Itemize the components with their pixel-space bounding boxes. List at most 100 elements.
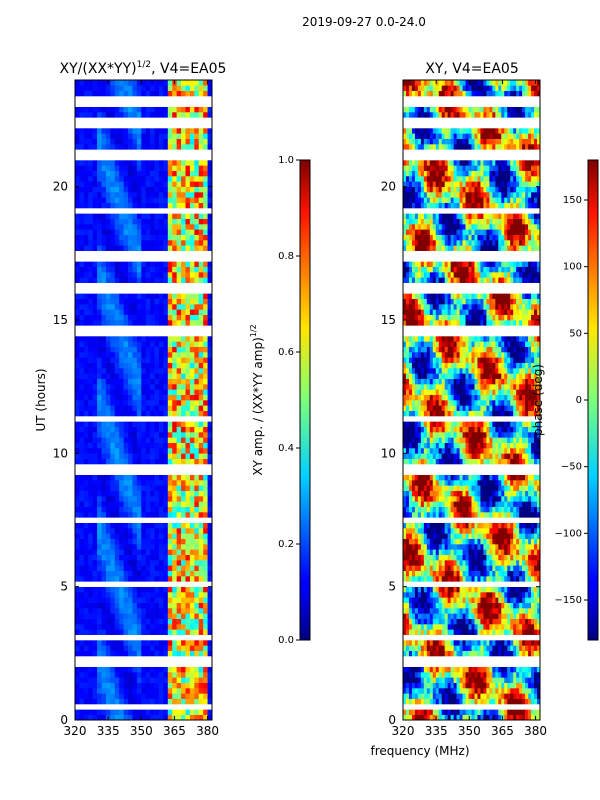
amplitude-cell <box>154 608 160 614</box>
amplitude-cell <box>189 640 195 646</box>
amplitude-cell <box>114 586 120 593</box>
amplitude-cell <box>189 480 195 486</box>
phase-cell <box>408 608 413 614</box>
phase-cell <box>429 576 434 582</box>
phase-cell <box>447 496 451 502</box>
amplitude-cell <box>163 688 169 694</box>
amplitude-cell <box>123 554 129 561</box>
amplitude-cell <box>79 357 85 363</box>
amplitude-cell <box>203 666 208 673</box>
amplitude-cell <box>105 437 111 443</box>
amplitude-cell <box>119 128 124 134</box>
amplitude-cell <box>92 304 98 310</box>
amplitude-cell <box>181 384 186 390</box>
amplitude-cell <box>167 618 173 625</box>
amplitude-cell <box>154 613 160 619</box>
amplitude-cell <box>176 240 182 246</box>
phase-cell <box>537 624 540 630</box>
phase-cell <box>459 544 463 550</box>
amplitude-cell <box>101 112 107 118</box>
amplitude-cell <box>132 490 138 497</box>
amplitude-cell <box>189 341 195 347</box>
amplitude-gap-row <box>75 416 212 422</box>
phase-cell <box>480 458 484 465</box>
phase-cell <box>405 576 410 582</box>
amplitude-cell <box>203 640 208 646</box>
amplitude-cell <box>114 677 120 683</box>
amplitude-cell <box>92 426 98 433</box>
amplitude-cell <box>167 138 173 145</box>
phase-cell <box>480 533 484 539</box>
phase-cell <box>405 688 410 694</box>
amplitude-cell <box>145 202 151 209</box>
amplitude-cell <box>207 602 212 609</box>
amplitude-cell <box>105 426 111 433</box>
amplitude-cell <box>176 277 182 283</box>
phase-cell <box>525 709 529 715</box>
amplitude-cell <box>189 528 195 534</box>
phase-cell <box>519 544 523 550</box>
amplitude-cell <box>92 442 98 449</box>
amplitude-cell <box>88 181 93 187</box>
phase-cell <box>471 586 475 593</box>
amplitude-cell <box>136 522 142 529</box>
amplitude-cell <box>203 277 208 283</box>
amplitude-cell <box>167 421 173 427</box>
amplitude-cell <box>150 698 155 705</box>
amplitude-cell <box>141 245 147 251</box>
phase-cell <box>480 544 484 550</box>
amplitude-cell <box>88 165 93 171</box>
phase-cell <box>528 693 532 699</box>
amplitude-cell <box>83 608 89 614</box>
phase-cell <box>405 597 410 603</box>
phase-cell <box>441 549 445 555</box>
phase-cell <box>537 677 540 683</box>
phase-cell <box>501 522 505 529</box>
phase-cell <box>450 565 454 571</box>
amplitude-cell <box>110 533 116 539</box>
amplitude-cell <box>79 192 85 198</box>
phase-cell <box>456 496 460 502</box>
phase-cell <box>441 533 445 539</box>
amplitude-cell <box>83 485 89 491</box>
amplitude-cell <box>132 202 138 209</box>
amplitude-cell <box>105 677 111 683</box>
phase-cell <box>495 490 499 497</box>
amplitude-cell <box>114 528 120 534</box>
amplitude-cell <box>88 645 93 651</box>
phase-cell <box>534 613 538 619</box>
amplitude-cell <box>167 368 173 374</box>
phase-cell <box>534 597 538 603</box>
phase-cell <box>468 640 472 646</box>
phase-cell <box>405 538 410 545</box>
amplitude-cell <box>92 202 98 209</box>
phase-cell <box>513 650 517 657</box>
amplitude-cell <box>75 474 80 481</box>
phase-cell <box>462 672 466 678</box>
amplitude-cell <box>154 314 160 321</box>
phase-cell <box>516 624 520 630</box>
amplitude-cell <box>194 480 200 486</box>
phase-cell <box>522 613 526 619</box>
amplitude-cell <box>163 544 169 550</box>
phase-cell <box>510 592 514 598</box>
phase-cell <box>447 597 451 603</box>
amplitude-cell <box>185 298 191 305</box>
amplitude-cell <box>198 602 204 609</box>
phase-cell <box>531 586 535 593</box>
amplitude-cell <box>176 261 182 267</box>
amplitude-cell <box>114 448 120 454</box>
amplitude-cell <box>83 448 89 454</box>
amplitude-cell <box>181 666 186 673</box>
amplitude-cell <box>110 592 116 598</box>
amplitude-cell <box>75 240 80 246</box>
amplitude-cell <box>114 405 120 411</box>
phase-cell <box>507 640 511 646</box>
amplitude-cell <box>154 368 160 374</box>
phase-cell <box>525 682 529 689</box>
phase-cell <box>492 533 496 539</box>
amplitude-cell <box>203 501 208 507</box>
amplitude-cell <box>83 496 89 502</box>
amplitude-cell <box>132 261 138 267</box>
amplitude-cell <box>105 320 111 326</box>
